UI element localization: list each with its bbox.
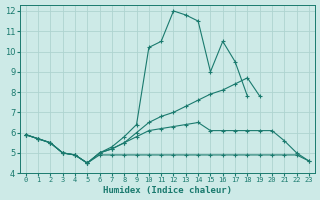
X-axis label: Humidex (Indice chaleur): Humidex (Indice chaleur) [103,186,232,195]
